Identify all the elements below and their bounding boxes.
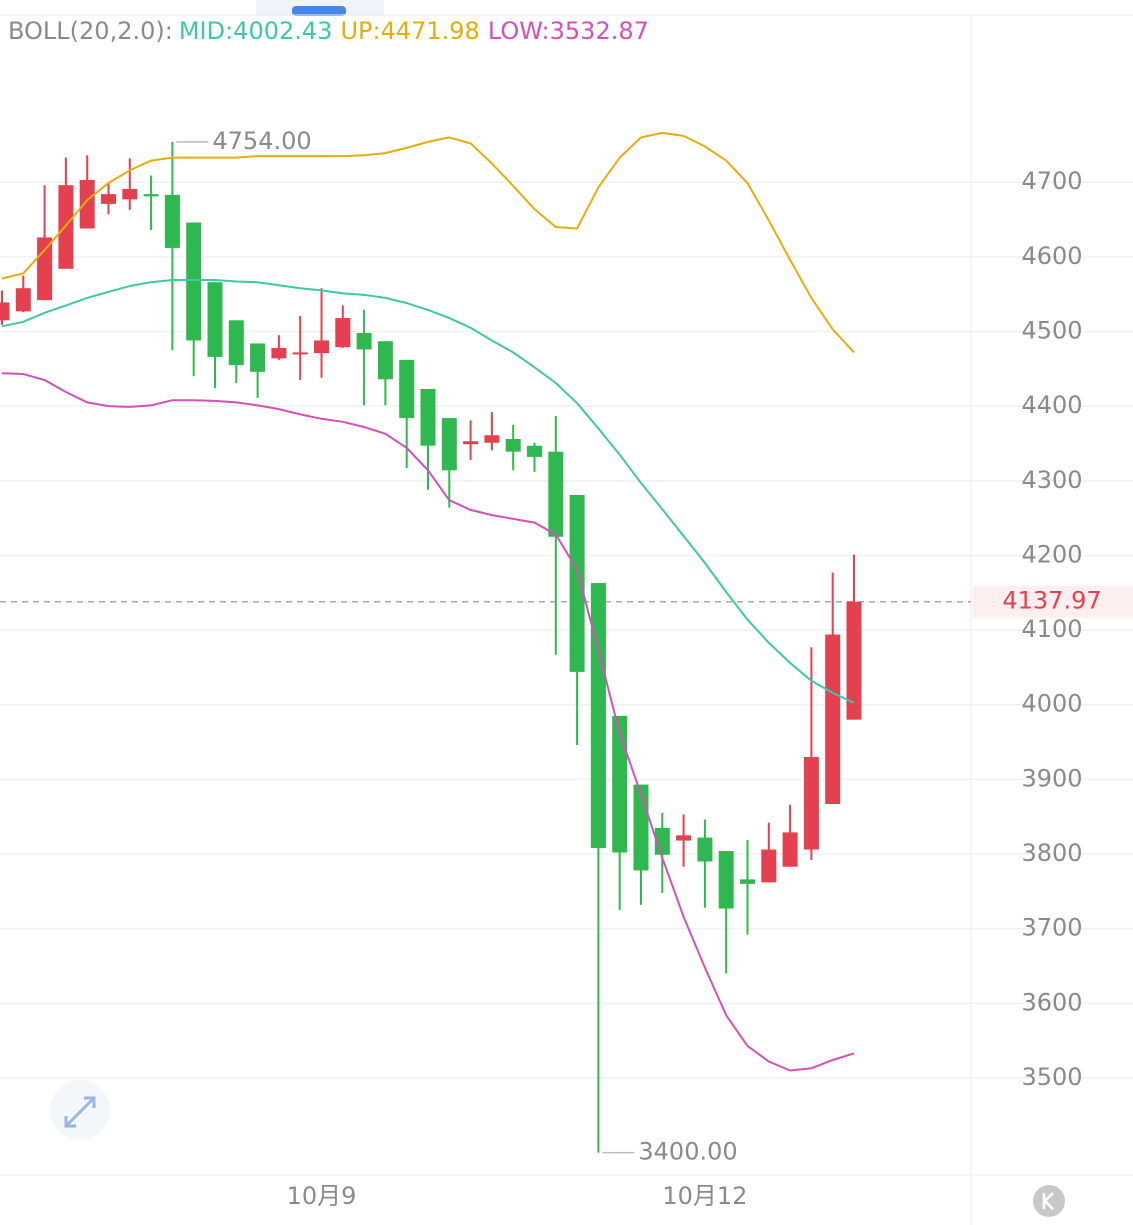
candle-body xyxy=(186,222,202,341)
k-bg[interactable] xyxy=(1033,1185,1065,1217)
candle-body xyxy=(612,715,628,853)
k-button[interactable] xyxy=(1033,1185,1065,1217)
candle-body xyxy=(569,494,585,672)
candle-body xyxy=(676,835,692,841)
y-tick-label: 4000 xyxy=(1021,690,1082,718)
candle-body xyxy=(697,837,713,862)
candle-body xyxy=(761,849,777,883)
candle-body xyxy=(0,302,10,321)
y-tick-label: 4100 xyxy=(1021,615,1082,643)
candles xyxy=(0,141,862,1153)
candle-body xyxy=(441,418,457,471)
candle-body xyxy=(740,879,755,884)
legend-indicator: BOLL(20,2.0): xyxy=(8,17,173,45)
y-tick-label: 4700 xyxy=(1021,167,1082,195)
y-tick-label: 3500 xyxy=(1021,1063,1082,1091)
candle-body xyxy=(399,359,415,419)
legend-low: LOW:3532.87 xyxy=(488,17,649,45)
candle-body xyxy=(590,583,606,849)
legend-mid: MID:4002.43 xyxy=(179,17,333,45)
band-line xyxy=(1,279,855,704)
candle-body xyxy=(633,784,649,871)
candle-body xyxy=(292,352,308,355)
candle-body xyxy=(377,341,393,380)
candle-body xyxy=(228,320,244,366)
band-line xyxy=(1,131,855,354)
legend-up: UP:4471.98 xyxy=(340,17,479,45)
y-tick-label: 3800 xyxy=(1021,839,1082,867)
candle-body xyxy=(505,438,521,452)
candle-body xyxy=(718,851,734,909)
y-tick-label: 3600 xyxy=(1021,988,1082,1016)
annotation-label: 4754.00 xyxy=(212,127,311,155)
candle-body xyxy=(164,194,180,248)
candle-body xyxy=(463,441,479,445)
candle-body xyxy=(846,601,862,720)
candle-body xyxy=(101,194,116,204)
candle-body xyxy=(356,332,372,350)
y-tick-label: 4500 xyxy=(1021,316,1082,344)
candle-body xyxy=(15,288,31,312)
y-tick-label: 3700 xyxy=(1021,914,1082,942)
candle-body xyxy=(122,188,138,200)
y-tick-label: 3900 xyxy=(1021,764,1082,792)
y-tick-label: 4600 xyxy=(1021,242,1082,270)
last-price-box xyxy=(973,585,1133,618)
k-icon[interactable] xyxy=(1042,1192,1054,1210)
candle-body xyxy=(484,435,500,443)
candle-body xyxy=(825,634,841,805)
expand-icon[interactable] xyxy=(64,1096,96,1128)
candle-body xyxy=(548,451,564,537)
x-tick-label: 10月12 xyxy=(662,1182,747,1210)
candle-body xyxy=(250,343,266,372)
candle-body xyxy=(37,237,53,301)
last-price-label: 4137.97 xyxy=(1002,587,1101,615)
annotation-label: 3400.00 xyxy=(638,1138,737,1166)
candle-body xyxy=(335,318,351,348)
y-tick-label: 4200 xyxy=(1021,540,1082,568)
candle-body xyxy=(314,340,329,354)
x-tick-label: 10月9 xyxy=(287,1182,357,1210)
candle-body xyxy=(420,388,436,446)
y-tick-label: 4300 xyxy=(1021,466,1082,494)
candle-body xyxy=(527,445,542,457)
band-line xyxy=(1,372,855,1072)
candle-body xyxy=(271,347,287,359)
y-tick-label: 4400 xyxy=(1021,391,1082,419)
candle-body xyxy=(143,194,159,197)
candle-body xyxy=(207,282,223,357)
tab-marker xyxy=(292,6,346,16)
expand-button[interactable] xyxy=(50,1080,110,1140)
legend: BOLL(20,2.0): MID:4002.43 UP:4471.98 LOW:35… xyxy=(8,17,649,45)
candle-body xyxy=(79,179,95,229)
candle-body xyxy=(803,756,819,850)
candle-body xyxy=(782,832,798,867)
